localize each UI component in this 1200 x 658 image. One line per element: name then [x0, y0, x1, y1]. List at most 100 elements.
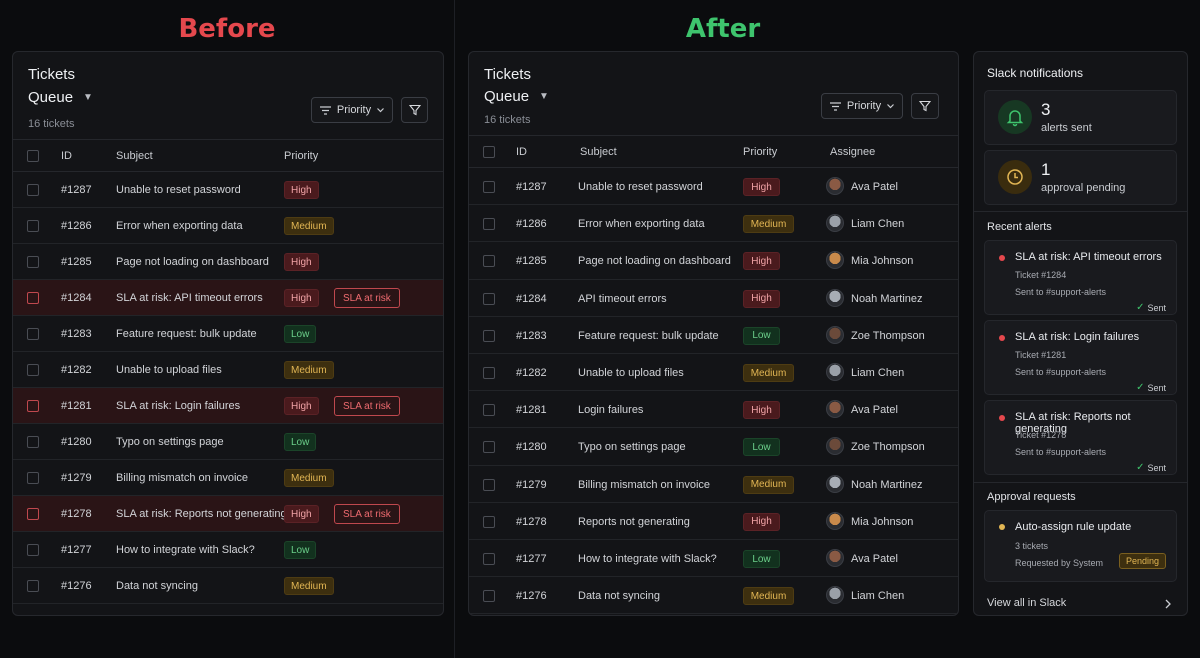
row-checkbox[interactable] — [27, 220, 39, 232]
alert-card[interactable]: SLA at risk: Reports not generating Tick… — [984, 400, 1177, 475]
avatar — [826, 400, 844, 419]
priority-badge: Medium — [743, 587, 794, 606]
col-id: ID — [516, 146, 527, 158]
table-row[interactable]: #1286 Error when exporting data Medium Liam… — [469, 205, 958, 243]
priority-badge: Medium — [743, 364, 794, 382]
row-checkbox[interactable] — [27, 580, 39, 592]
bell-icon — [998, 100, 1032, 134]
row-checkbox[interactable] — [483, 292, 495, 305]
priority-badge: High — [284, 397, 319, 415]
assignee-name: Liam Chen — [851, 590, 905, 603]
avatar — [826, 214, 844, 233]
ticket-id: #1280 — [61, 436, 92, 448]
filter-button[interactable] — [401, 97, 428, 123]
status-label: Sent — [1147, 382, 1166, 393]
priority-badge: Medium — [284, 577, 334, 595]
row-checkbox[interactable] — [483, 181, 495, 193]
table-row[interactable]: #1278 Reports not generating High Mia Johns… — [469, 503, 958, 540]
row-checkbox[interactable] — [27, 364, 39, 376]
queue-selector[interactable]: Queue ▼ — [484, 88, 549, 105]
status-label: Sent — [1147, 462, 1166, 473]
table-row[interactable]: #1284 API timeout errors High Noah Martinez — [469, 280, 958, 317]
assignee-name: Noah Martinez — [851, 478, 923, 491]
priority-sort-button[interactable]: Priority — [821, 93, 903, 119]
approval-card[interactable]: Auto-assign rule update 3 tickets Reques… — [984, 510, 1177, 582]
row-checkbox[interactable] — [27, 256, 39, 268]
row-checkbox[interactable] — [27, 508, 39, 520]
table-row[interactable]: #1276 Data not syncing Medium — [13, 568, 443, 604]
row-checkbox[interactable] — [27, 472, 39, 484]
row-checkbox[interactable] — [27, 292, 39, 304]
row-checkbox[interactable] — [483, 367, 495, 379]
assignee-name: Zoe Thompson — [851, 441, 925, 454]
filter-button[interactable] — [911, 93, 939, 119]
table-row[interactable]: #1283 Feature request: bulk update Low Zoe … — [469, 317, 958, 354]
row-checkbox[interactable] — [483, 218, 495, 231]
row-checkbox[interactable] — [483, 329, 495, 342]
ticket-id: #1279 — [516, 478, 547, 491]
table-row[interactable]: #1285 Page not loading on dashboard High — [13, 244, 443, 280]
clock-icon — [998, 160, 1032, 194]
table-row[interactable]: #1285 Page not loading on dashboard High Mi… — [469, 242, 958, 280]
assignee-name: Noah Martinez — [851, 292, 923, 305]
chevron-right-icon — [1165, 599, 1171, 609]
ticket-id: #1283 — [61, 328, 92, 340]
alert-card[interactable]: SLA at risk: Login failures Ticket #1281… — [984, 320, 1177, 395]
row-checkbox[interactable] — [27, 400, 39, 412]
ticket-id: #1286 — [516, 218, 547, 231]
table-row[interactable]: #1280 Typo on settings page Low Zoe Thompso… — [469, 428, 958, 466]
check-icon: ✓ — [1136, 382, 1145, 393]
assignee-name: Mia Johnson — [851, 255, 914, 268]
table-row[interactable]: #1281 Login failures High Ava Patel — [469, 391, 958, 429]
table-row[interactable]: #1282 Unable to upload files Medium Liam Ch… — [469, 354, 958, 392]
after-tickets-panel: Tickets Queue ▼ 16 tickets Priority ID S… — [468, 51, 959, 616]
select-all-checkbox[interactable] — [483, 146, 495, 158]
row-checkbox[interactable] — [27, 544, 39, 556]
queue-selector[interactable]: Queue ▼ — [28, 89, 93, 106]
before-tickets-panel: Tickets Queue ▼ 16 tickets Priority ID S… — [12, 51, 444, 616]
avatar — [826, 586, 844, 605]
ticket-id: #1276 — [61, 580, 92, 592]
ticket-subject: Typo on settings page — [578, 441, 686, 454]
alert-dot — [999, 415, 1005, 421]
ticket-subject: Feature request: bulk update — [578, 329, 719, 342]
table-row[interactable]: #1284 SLA at risk: API timeout errors High… — [13, 280, 443, 316]
table-row[interactable]: #1282 Unable to upload files Medium — [13, 352, 443, 388]
row-checkbox[interactable] — [483, 255, 495, 268]
row-checkbox[interactable] — [483, 553, 495, 565]
priority-badge: High — [743, 512, 780, 531]
table-row[interactable]: #1286 Error when exporting data Medium — [13, 208, 443, 244]
ticket-id: #1277 — [516, 553, 547, 565]
queue-label: Queue — [28, 89, 74, 106]
priority-badge: Low — [284, 433, 317, 451]
table-row[interactable]: #1276 Data not syncing Medium Liam Chen — [469, 577, 958, 615]
ticket-subject: Unable to reset password — [578, 181, 703, 193]
table-row[interactable]: #1280 Typo on settings page Low — [13, 424, 443, 460]
table-row[interactable]: #1279 Billing mismatch on invoice Medium No… — [469, 466, 958, 503]
table-row[interactable]: #1287 Unable to reset password High — [13, 172, 443, 208]
priority-sort-button[interactable]: Priority — [311, 97, 393, 123]
recent-alerts-title: Recent alerts — [987, 221, 1052, 233]
view-all-link[interactable]: View all in Slack — [974, 590, 1187, 615]
avatar — [826, 288, 844, 307]
row-checkbox[interactable] — [27, 436, 39, 448]
ticket-subject: Data not syncing — [116, 580, 198, 592]
row-checkbox[interactable] — [483, 478, 495, 491]
row-checkbox[interactable] — [483, 515, 495, 528]
row-checkbox[interactable] — [27, 184, 39, 196]
table-row[interactable]: #1278 SLA at risk: Reports not generating… — [13, 496, 443, 532]
alert-card[interactable]: SLA at risk: API timeout errors Ticket #… — [984, 240, 1177, 315]
table-row[interactable]: #1283 Feature request: bulk update Low — [13, 316, 443, 352]
table-row[interactable]: #1277 How to integrate with Slack? Low — [13, 532, 443, 568]
row-checkbox[interactable] — [483, 590, 495, 603]
row-checkbox[interactable] — [483, 404, 495, 417]
row-checkbox[interactable] — [483, 441, 495, 454]
select-all-checkbox[interactable] — [27, 150, 39, 162]
sla-at-risk-badge: SLA at risk — [334, 288, 400, 308]
table-row[interactable]: #1281 SLA at risk: Login failures High SLA … — [13, 388, 443, 424]
row-checkbox[interactable] — [27, 328, 39, 340]
table-row[interactable]: #1277 How to integrate with Slack? Low Ava … — [469, 540, 958, 578]
table-row[interactable]: #1287 Unable to reset password High Ava Pat… — [469, 168, 958, 206]
table-row[interactable]: #1279 Billing mismatch on invoice Medium — [13, 460, 443, 496]
alert-status: ✓ Sent — [1136, 302, 1166, 313]
